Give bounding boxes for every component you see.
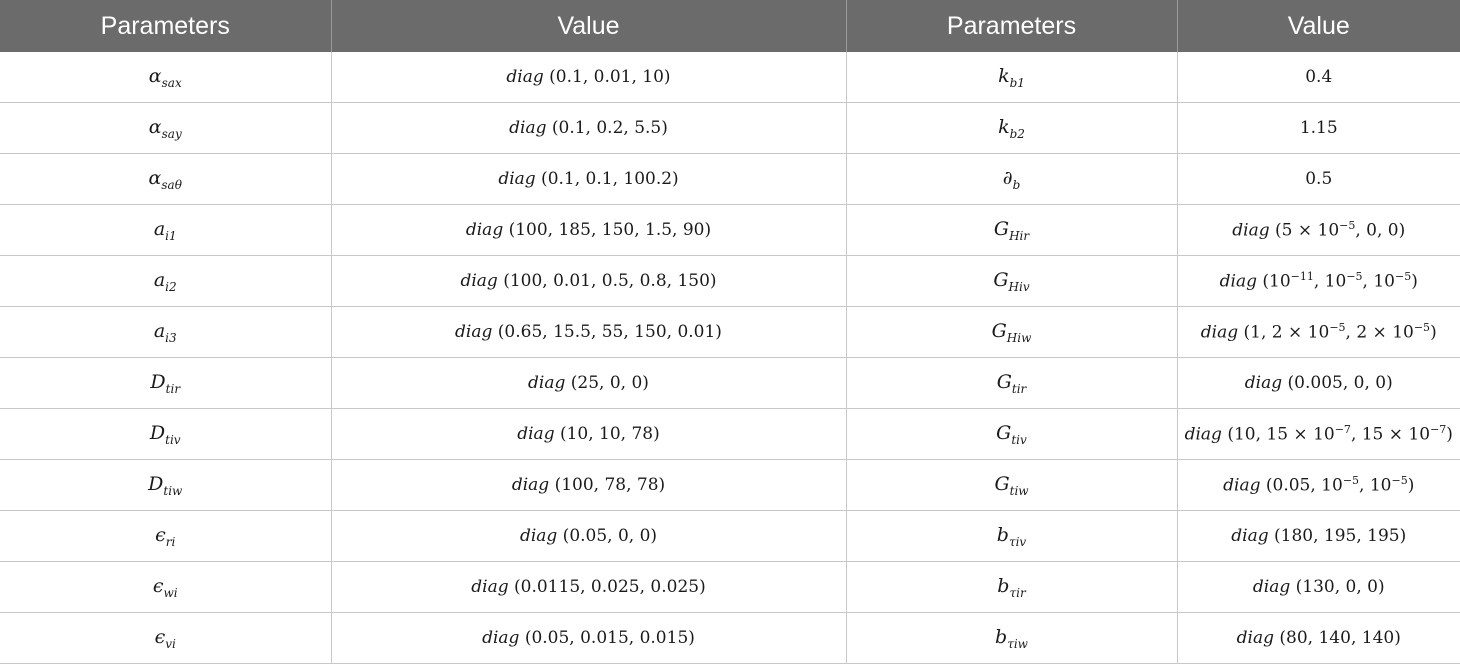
header-value: Value <box>1177 0 1460 52</box>
value-cell: 0.5 <box>1177 153 1460 205</box>
param-cell: bτiv <box>846 510 1178 562</box>
value-cell: diag (0.05, 0, 0) <box>331 510 847 562</box>
param-cell: GHir <box>846 204 1178 256</box>
value-cell: diag (0.05, 0.015, 0.015) <box>331 612 847 664</box>
header-parameters: Parameters <box>846 0 1178 52</box>
header-parameters: Parameters <box>0 0 332 52</box>
param-cell: ϵwi <box>0 561 332 613</box>
param-cell: Gtir <box>846 357 1178 409</box>
table-row: ϵri diag (0.05, 0, 0) bτiv diag (180, 195, … <box>0 510 1460 562</box>
param-cell: αsaθ <box>0 153 332 205</box>
value-cell: diag (0.0115, 0.025, 0.025) <box>331 561 847 613</box>
param-cell: ai2 <box>0 255 332 307</box>
param-cell: Dtiv <box>0 408 332 460</box>
value-cell: 1.15 <box>1177 102 1460 154</box>
table-row: αsaθ diag (0.1, 0.1, 100.2) ∂b 0.5 <box>0 153 1460 205</box>
value-cell: diag (1, 2 × 10−5, 2 × 10−5) <box>1177 306 1460 358</box>
param-cell: GHiw <box>846 306 1178 358</box>
table-row: ai2 diag (100, 0.01, 0.5, 0.8, 150) GHiv di… <box>0 255 1460 307</box>
param-cell: ϵri <box>0 510 332 562</box>
value-cell: diag (100, 185, 150, 1.5, 90) <box>331 204 847 256</box>
header-value: Value <box>331 0 847 52</box>
param-cell: GHiv <box>846 255 1178 307</box>
table-row: αsax diag (0.1, 0.01, 10) kb1 0.4 <box>0 52 1460 103</box>
table-row: ai1 diag (100, 185, 150, 1.5, 90) GHir diag… <box>0 204 1460 256</box>
value-cell: diag (10, 15 × 10−7, 15 × 10−7) <box>1177 408 1460 460</box>
param-cell: Gtiw <box>846 459 1178 511</box>
value-cell: diag (5 × 10−5, 0, 0) <box>1177 204 1460 256</box>
param-cell: kb1 <box>846 52 1178 103</box>
value-cell: diag (80, 140, 140) <box>1177 612 1460 664</box>
value-cell: diag (25, 0, 0) <box>331 357 847 409</box>
value-cell: diag (10, 10, 78) <box>331 408 847 460</box>
param-cell: kb2 <box>846 102 1178 154</box>
param-cell: αsay <box>0 102 332 154</box>
table-body: αsax diag (0.1, 0.01, 10) kb1 0.4 αsay diag (… <box>0 52 1460 664</box>
value-cell: diag (0.65, 15.5, 55, 150, 0.01) <box>331 306 847 358</box>
value-cell: diag (100, 78, 78) <box>331 459 847 511</box>
param-cell: bτiw <box>846 612 1178 664</box>
table-row: αsay diag (0.1, 0.2, 5.5) kb2 1.15 <box>0 102 1460 154</box>
param-cell: Dtir <box>0 357 332 409</box>
table-row: ϵvi diag (0.05, 0.015, 0.015) bτiw diag (80… <box>0 612 1460 664</box>
header-row: Parameters Value Parameters Value <box>0 0 1460 52</box>
param-cell: ai3 <box>0 306 332 358</box>
value-cell: diag (0.1, 0.2, 5.5) <box>331 102 847 154</box>
table-row: Dtir diag (25, 0, 0) Gtir diag (0.005, 0, 0… <box>0 357 1460 409</box>
value-cell: diag (10−11, 10−5, 10−5) <box>1177 255 1460 307</box>
value-cell: 0.4 <box>1177 52 1460 103</box>
table-row: ϵwi diag (0.0115, 0.025, 0.025) bτir diag (… <box>0 561 1460 613</box>
param-cell: αsax <box>0 52 332 103</box>
table-row: Dtiw diag (100, 78, 78) Gtiw diag (0.05, 10… <box>0 459 1460 511</box>
param-cell: Dtiw <box>0 459 332 511</box>
value-cell: diag (130, 0, 0) <box>1177 561 1460 613</box>
value-cell: diag (100, 0.01, 0.5, 0.8, 150) <box>331 255 847 307</box>
value-cell: diag (0.005, 0, 0) <box>1177 357 1460 409</box>
param-cell: ϵvi <box>0 612 332 664</box>
table-row: ai3 diag (0.65, 15.5, 55, 150, 0.01) GHiw d… <box>0 306 1460 358</box>
param-cell: Gtiv <box>846 408 1178 460</box>
param-cell: ∂b <box>846 153 1178 205</box>
value-cell: diag (0.05, 10−5, 10−5) <box>1177 459 1460 511</box>
table-row: Dtiv diag (10, 10, 78) Gtiv diag (10, 15 × … <box>0 408 1460 460</box>
value-cell: diag (0.1, 0.1, 100.2) <box>331 153 847 205</box>
param-cell: bτir <box>846 561 1178 613</box>
value-cell: diag (0.1, 0.01, 10) <box>331 52 847 103</box>
param-cell: ai1 <box>0 204 332 256</box>
value-cell: diag (180, 195, 195) <box>1177 510 1460 562</box>
